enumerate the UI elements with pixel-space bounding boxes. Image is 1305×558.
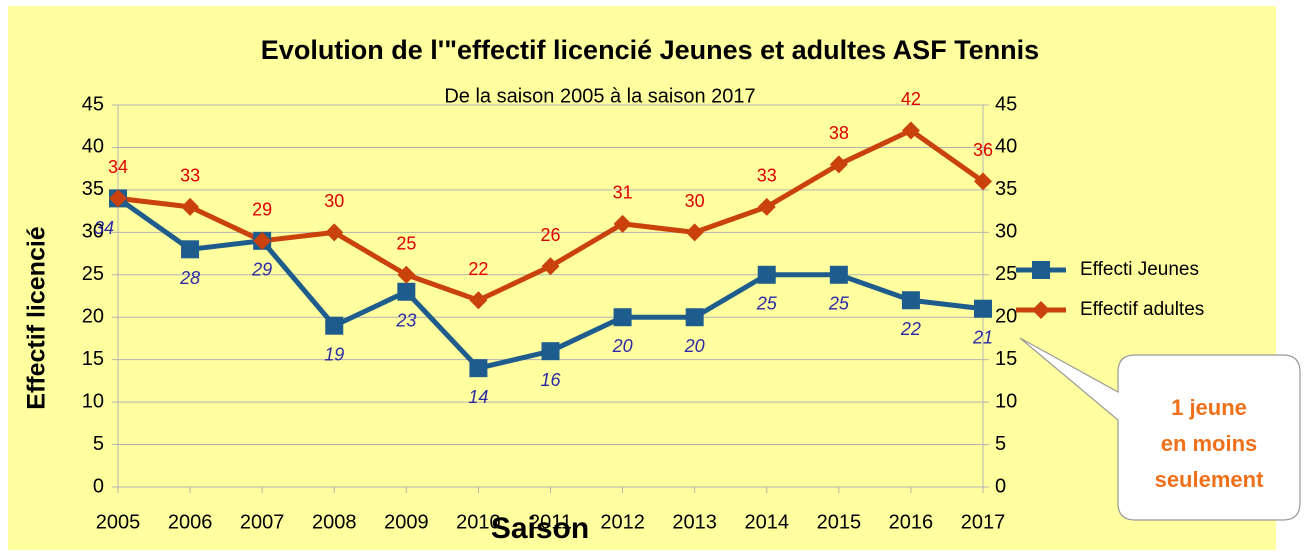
marker xyxy=(901,291,920,310)
marker xyxy=(829,265,848,284)
x-tick-label: 2007 xyxy=(240,511,285,533)
y-tick-label: 10 xyxy=(82,390,104,412)
y2-tick-label: 10 xyxy=(995,390,1017,412)
data-label: 20 xyxy=(612,336,633,356)
x-tick-label: 2010 xyxy=(456,511,501,533)
marker xyxy=(181,240,200,259)
marker xyxy=(974,299,992,318)
data-label: 23 xyxy=(395,311,416,331)
data-label: 28 xyxy=(179,268,200,288)
x-tick-label: 2006 xyxy=(168,511,213,533)
data-label: 19 xyxy=(324,344,344,364)
y2-tick-label: 20 xyxy=(995,306,1017,328)
marker xyxy=(397,265,416,284)
marker xyxy=(397,282,416,301)
legend-label: Effecti Jeunes xyxy=(1080,259,1199,280)
y2-tick-label: 45 xyxy=(995,93,1017,115)
data-label: 25 xyxy=(396,234,416,254)
y-tick-label: 35 xyxy=(82,178,104,200)
x-tick-label: 2014 xyxy=(745,511,790,533)
x-tick-label: 2012 xyxy=(600,511,645,533)
y-tick-label: 45 xyxy=(82,93,104,115)
marker xyxy=(325,316,344,335)
data-label: 42 xyxy=(901,89,921,109)
y2-tick-label: 5 xyxy=(995,433,1006,455)
data-label: 21 xyxy=(972,327,993,347)
marker xyxy=(901,121,920,140)
marker xyxy=(685,223,704,242)
data-label: 38 xyxy=(829,123,849,143)
data-label: 25 xyxy=(828,294,850,314)
data-label: 36 xyxy=(973,140,993,160)
data-label: 20 xyxy=(684,336,705,356)
y2-tick-label: 40 xyxy=(995,136,1017,158)
y2-tick-label: 25 xyxy=(995,263,1017,285)
marker xyxy=(181,197,200,216)
callout-text: seulement xyxy=(1155,467,1264,492)
x-tick-label: 2013 xyxy=(672,511,717,533)
data-label: 33 xyxy=(180,166,200,186)
data-label: 14 xyxy=(468,387,488,407)
x-tick-label: 2009 xyxy=(384,511,429,533)
marker xyxy=(613,214,632,233)
marker xyxy=(325,223,344,242)
x-tick-label: 2005 xyxy=(96,511,141,533)
y-tick-label: 15 xyxy=(82,348,104,370)
data-label: 30 xyxy=(685,191,705,211)
callout-text: 1 jeune xyxy=(1171,395,1247,420)
data-label: 29 xyxy=(251,260,272,280)
data-label: 16 xyxy=(540,370,561,390)
y-tick-label: 30 xyxy=(82,221,104,243)
y2-tick-label: 0 xyxy=(995,475,1006,497)
x-tick-label: 2016 xyxy=(889,511,934,533)
marker xyxy=(469,291,488,310)
legend-label: Effectif adultes xyxy=(1080,299,1204,320)
data-label: 22 xyxy=(900,319,921,339)
chart-subtitle: De la saison 2005 à la saison 2017 xyxy=(444,85,755,107)
y-tick-label: 5 xyxy=(93,433,104,455)
callout-bubble xyxy=(1019,337,1301,521)
chart-background xyxy=(8,6,1276,550)
y-tick-label: 25 xyxy=(82,263,104,285)
marker xyxy=(253,231,272,250)
marker xyxy=(685,308,704,327)
x-tick-label: 2015 xyxy=(817,511,862,533)
data-label: 26 xyxy=(540,225,560,245)
callout-text: en moins xyxy=(1161,431,1258,456)
marker xyxy=(757,265,776,284)
y2-tick-label: 30 xyxy=(995,221,1017,243)
y-axis-label: Effectif licencié xyxy=(23,226,51,409)
marker xyxy=(1032,261,1050,279)
data-label: 34 xyxy=(108,157,128,177)
y-tick-label: 0 xyxy=(93,475,104,497)
marker xyxy=(541,342,560,361)
marker xyxy=(469,359,488,378)
marker xyxy=(829,155,848,174)
data-label: 29 xyxy=(252,200,272,220)
marker xyxy=(541,257,560,276)
x-tick-label: 2017 xyxy=(961,511,1006,533)
data-label: 31 xyxy=(613,183,633,203)
data-label: 25 xyxy=(756,294,778,314)
data-label: 34 xyxy=(94,218,114,238)
chart-title: Evolution de l'"effectif licencié Jeunes… xyxy=(261,35,1039,65)
x-tick-label: 2008 xyxy=(312,511,357,533)
data-label: 22 xyxy=(468,259,488,279)
marker xyxy=(613,308,632,327)
marker xyxy=(109,189,127,208)
marker xyxy=(1032,301,1050,319)
y2-tick-label: 35 xyxy=(995,178,1017,200)
y-tick-label: 40 xyxy=(82,136,104,158)
x-tick-label: 2011 xyxy=(529,511,572,533)
x-axis-label: Saison xyxy=(491,512,589,545)
marker xyxy=(757,197,776,216)
y2-tick-label: 15 xyxy=(995,348,1017,370)
data-label: 30 xyxy=(324,191,344,211)
data-label: 33 xyxy=(757,166,777,186)
marker xyxy=(974,172,992,191)
y-tick-label: 20 xyxy=(82,306,104,328)
